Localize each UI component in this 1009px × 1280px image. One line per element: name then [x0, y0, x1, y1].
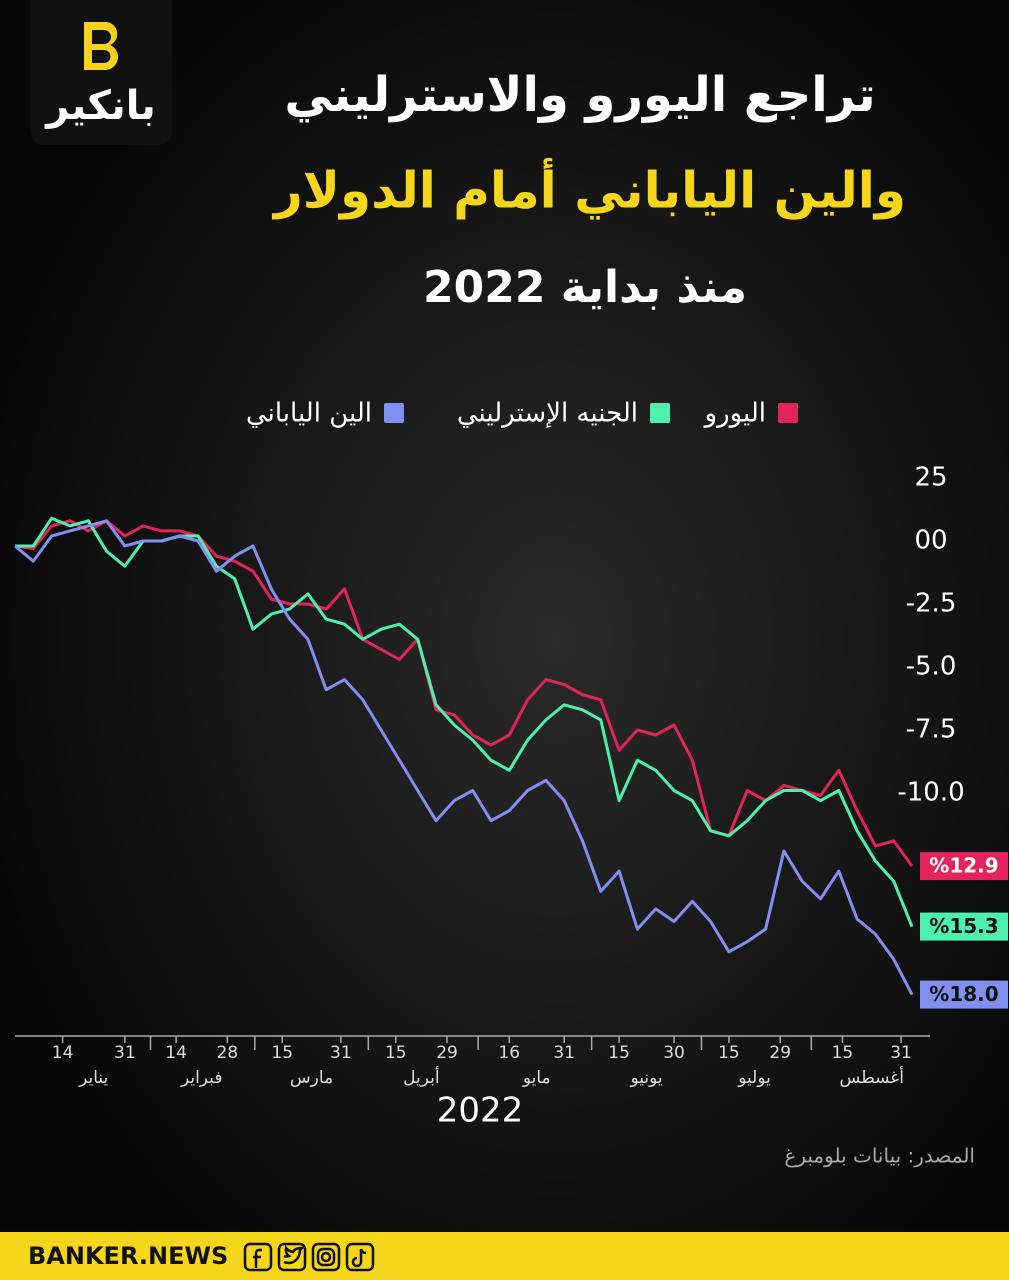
footer-text: BANKER.NEWS	[28, 1242, 228, 1270]
facebook-icon	[243, 1242, 273, 1272]
legend-swatch	[384, 403, 404, 423]
y-tick-label: -2.5	[906, 589, 957, 619]
x-tick-label: 16	[498, 1043, 520, 1063]
month-label: مايو	[522, 1068, 551, 1088]
x-tick-label: 30	[663, 1043, 685, 1063]
month-label: يونيو	[629, 1068, 662, 1088]
x-tick-label: 14	[165, 1043, 187, 1063]
instagram-icon	[311, 1242, 341, 1272]
tiktok-glyph	[351, 1248, 367, 1268]
end-label: %12.9	[929, 854, 998, 878]
end-label-box	[920, 852, 1008, 881]
logo-icon	[84, 22, 118, 70]
x-tick-label: 29	[769, 1043, 791, 1063]
legend-label: الجنيه الإسترليني	[457, 399, 638, 429]
x-tick-label: 14	[52, 1043, 74, 1063]
social-icons	[243, 1242, 375, 1272]
month-label: يناير	[78, 1068, 108, 1088]
x-tick-label: 15	[271, 1043, 293, 1063]
subtitle: والين الياباني أمام الدولار	[271, 158, 906, 221]
legend-label: الين الياباني	[246, 399, 372, 429]
tiktok-icon	[345, 1242, 375, 1272]
y-tick-label: -10.0	[897, 778, 964, 808]
facebook-glyph	[253, 1248, 262, 1268]
footer-bar	[0, 1232, 1009, 1280]
twitter-icon	[277, 1242, 307, 1272]
legend-swatch	[650, 403, 670, 423]
series-line	[14, 519, 914, 996]
series-line	[14, 519, 914, 867]
month-label: يوليو	[737, 1068, 771, 1088]
y-tick-label: 25	[914, 463, 947, 493]
end-label-box	[920, 912, 1008, 941]
logo-text: بانكير	[44, 83, 156, 129]
end-label: %18.0	[929, 982, 998, 1006]
subtitle-2: منذ بداية 2022	[423, 262, 747, 313]
month-label: مارس	[290, 1068, 333, 1088]
x-tick-label: 15	[385, 1043, 407, 1063]
twitter-glyph	[283, 1244, 306, 1265]
x-axis-title: 2022	[437, 1091, 524, 1131]
x-tick-label: 15	[832, 1043, 854, 1063]
x-tick-label: 31	[553, 1043, 575, 1063]
x-tick-label: 31	[890, 1043, 912, 1063]
legend-label: اليورو	[702, 399, 766, 429]
footer: BANKER.NEWS	[0, 1232, 1009, 1280]
source: المصدر: بيانات بلومبرغ	[784, 1144, 975, 1168]
logo-box	[30, 0, 172, 145]
title: تراجع اليورو والاسترليني	[284, 67, 875, 123]
y-tick-label: -7.5	[906, 715, 957, 745]
month-label: أغسطس	[840, 1066, 904, 1088]
y-tick-label: -5.0	[906, 652, 957, 682]
month-label: فبراير	[180, 1068, 222, 1088]
instagram-glyph	[316, 1247, 336, 1267]
x-tick-label: 31	[114, 1043, 136, 1063]
month-label: أبريل	[403, 1066, 439, 1088]
instagram-lens	[320, 1251, 332, 1263]
logo: بانكير	[30, 0, 172, 145]
legend-swatch	[778, 403, 798, 423]
x-tick-label: 28	[217, 1043, 239, 1063]
x-tick-label: 29	[436, 1043, 458, 1063]
y-tick-label: 00	[914, 526, 947, 556]
x-tick-label: 31	[330, 1043, 352, 1063]
end-label-box	[920, 980, 1008, 1009]
x-tick-label: 15	[608, 1043, 630, 1063]
x-tick-label: 15	[718, 1043, 740, 1063]
end-label: %15.3	[929, 914, 998, 938]
